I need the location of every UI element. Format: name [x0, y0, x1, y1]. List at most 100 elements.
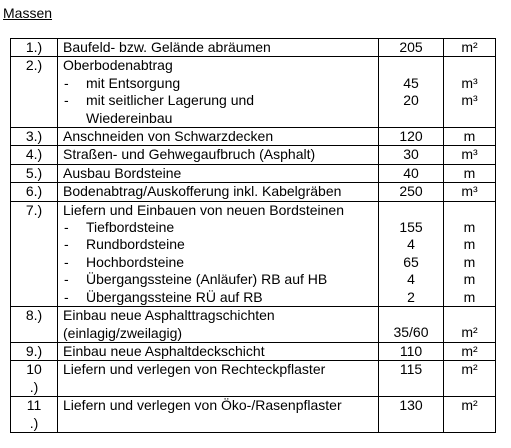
- row-number-suffix: .): [29, 414, 39, 431]
- sub-item-quantity: [379, 110, 443, 127]
- row-description: Bodenabtrag/Auskofferung inkl. Kabelgräb…: [63, 183, 342, 200]
- row-number-cell: 4.): [10, 145, 58, 165]
- description-cell: Einbau neue Asphalttragschichten (einlagi…: [57, 306, 379, 343]
- description-cell: Bodenabtrag/Auskofferung inkl. Kabelgräb…: [57, 182, 379, 202]
- sub-item-text: Rundbordsteine: [86, 236, 185, 253]
- row-quantity: 35/60: [393, 324, 429, 341]
- row-number: 8.): [25, 307, 43, 324]
- sub-item-quantity: 2: [407, 288, 415, 305]
- unit-cell: m²: [443, 360, 496, 398]
- quantity-cell: 120: [378, 127, 444, 147]
- row-number: 9.): [25, 342, 43, 359]
- quantity-cell: 250: [378, 182, 444, 202]
- sub-item: - mit seitlicher Lagerung und: [63, 92, 378, 109]
- quantity-cell: 115: [378, 360, 444, 398]
- sub-item-unit: [444, 110, 495, 127]
- description-cell: Anschneiden von Schwarzdecken: [57, 127, 379, 147]
- sub-item-unit: m: [463, 271, 476, 288]
- quantity-cell: 205: [378, 37, 444, 58]
- sub-item-text: mit seitlicher Lagerung und: [86, 92, 255, 109]
- row-number: 1.): [25, 39, 43, 55]
- row-number-suffix: .): [29, 378, 39, 395]
- row-unit: m²: [461, 361, 478, 378]
- row-description: Einbau neue Asphalttragschichten: [63, 307, 275, 324]
- row-unit: m: [463, 164, 476, 181]
- blank-line: [444, 307, 495, 324]
- sub-item-quantity: 4: [407, 271, 415, 288]
- unit-cell: m²: [443, 396, 496, 433]
- unit-cell: m²: [443, 306, 496, 343]
- table-row: 4.) Straßen- und Gehwegaufbruch (Asphalt)…: [10, 145, 496, 165]
- row-number: 2.): [25, 57, 43, 74]
- row-number-cell: 10.): [10, 360, 58, 398]
- row-number-cell: 9.): [10, 341, 58, 362]
- unit-cell: m: [443, 163, 496, 184]
- row-unit: m²: [461, 342, 478, 359]
- row-number-cell: 2.): [10, 56, 58, 129]
- sub-item-unit: m³: [461, 74, 478, 91]
- sub-item-quantity: 20: [403, 92, 419, 109]
- row-number: 3.): [25, 128, 43, 145]
- sub-item: - Übergangssteine RÜ auf RB: [63, 289, 378, 306]
- sub-item-dash: -: [64, 74, 69, 91]
- sub-item-unit: m: [463, 253, 476, 270]
- row-description: Liefern und Einbauen von neuen Bordstein…: [63, 201, 344, 218]
- sub-item-unit: m: [463, 236, 476, 253]
- quantities-table-body: 1.) Baufeld- bzw. Gelände abräumen 205 m² 2.…: [10, 37, 496, 433]
- blank-line: [379, 57, 443, 74]
- row-quantity: 30: [403, 146, 419, 163]
- description-cell: Straßen- und Gehwegaufbruch (Asphalt): [57, 145, 379, 165]
- row-description: Straßen- und Gehwegaufbruch (Asphalt): [63, 146, 316, 163]
- row-quantity: 115: [399, 361, 423, 378]
- sub-item-unit: m³: [461, 92, 478, 109]
- quantity-cell: 130: [378, 396, 444, 433]
- row-quantity: 110: [399, 342, 423, 359]
- table-row: 3.) Anschneiden von Schwarzdecken 120 m: [10, 127, 496, 147]
- quantity-cell: 30: [378, 145, 444, 165]
- row-number: 6.): [25, 183, 43, 200]
- sub-item-quantity: 155: [399, 219, 423, 236]
- table-row: 5.) Ausbau Bordsteine 40 m: [10, 163, 496, 184]
- row-number: 10: [26, 361, 42, 378]
- row-description: Oberbodenabtrag: [63, 57, 173, 74]
- sub-item: - Rundbordsteine: [63, 236, 378, 253]
- sub-item-text: Hochbordsteine: [86, 253, 185, 270]
- unit-cell: m: [443, 127, 496, 147]
- sub-item-dash: -: [64, 288, 69, 305]
- sub-item-quantity: 65: [403, 253, 419, 270]
- row-unit: m²: [461, 397, 478, 414]
- sub-item-text: mit Entsorgung: [86, 74, 181, 91]
- document-title: Massen: [3, 5, 53, 21]
- row-number-cell: 11.): [10, 396, 58, 433]
- sub-item: - Hochbordsteine: [63, 254, 378, 271]
- blank-line: [379, 307, 443, 324]
- unit-cell: m³: [443, 182, 496, 202]
- row-unit: m: [463, 128, 476, 145]
- row-description: Anschneiden von Schwarzdecken: [63, 128, 274, 145]
- sub-item-dash: -: [64, 253, 69, 270]
- row-description: Liefern und verlegen von Rechteckpflaste…: [63, 361, 326, 378]
- row-quantity: 205: [399, 39, 423, 55]
- sub-item-unit: m: [463, 219, 476, 236]
- sub-item: Wiedereinbau: [63, 110, 378, 127]
- sub-item-dash: -: [64, 271, 69, 288]
- row-quantity: 120: [399, 128, 423, 145]
- row-number: 4.): [25, 146, 43, 163]
- quantity-cell: 40: [378, 163, 444, 184]
- row-unit: m²: [461, 324, 478, 341]
- description-cell: Oberbodenabtrag - mit Entsorgung - mit seitl…: [57, 56, 379, 129]
- row-quantity: 40: [403, 164, 419, 181]
- description-cell: Liefern und Einbauen von neuen Bordstein…: [57, 200, 379, 308]
- row-number-cell: 6.): [10, 182, 58, 202]
- row-description: Einbau neue Asphaltdeckschicht: [63, 342, 265, 359]
- row-description: Baufeld- bzw. Gelände abräumen: [63, 39, 271, 55]
- sub-item-dash: -: [64, 219, 69, 236]
- sub-item: - Tiefbordsteine: [63, 219, 378, 236]
- quantity-cell: 35/60: [378, 306, 444, 343]
- sub-item-dash: -: [64, 236, 69, 253]
- blank-line: [444, 202, 495, 219]
- sub-item-text: Übergangssteine (Anläufer) RB auf HB: [86, 271, 328, 288]
- row-description: Ausbau Bordsteine: [63, 164, 182, 181]
- table-row: 7.) Liefern und Einbauen von neuen Bordst…: [10, 200, 496, 308]
